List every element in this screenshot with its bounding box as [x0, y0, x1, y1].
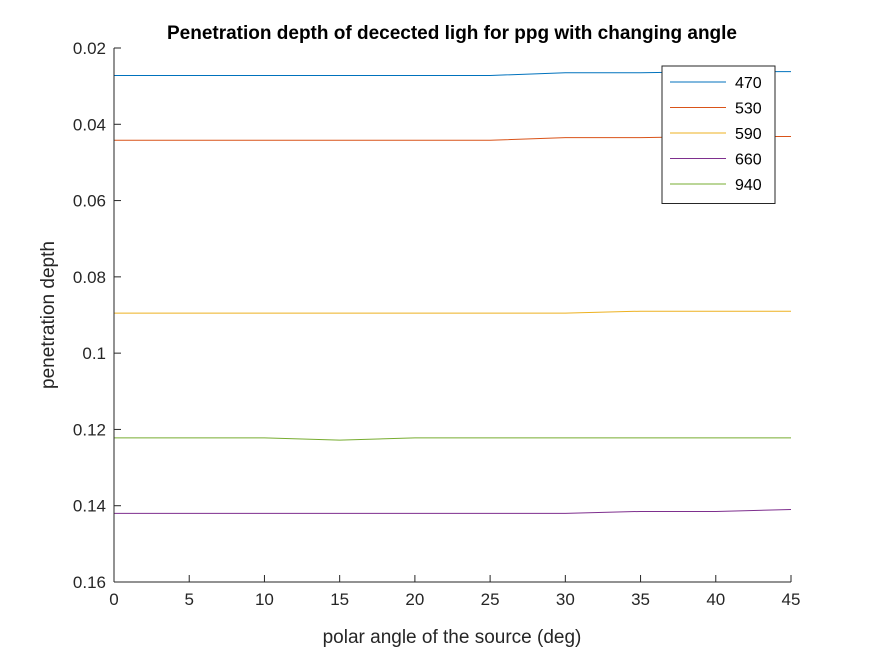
y-tick-label: 0.1	[82, 344, 106, 363]
series-line-590	[114, 310, 791, 314]
y-tick-label: 0.06	[73, 192, 106, 211]
chart-title: Penetration depth of decected ligh for p…	[167, 23, 737, 44]
x-tick-label: 15	[330, 590, 349, 609]
axes-layer	[113, 48, 791, 583]
legend-label-530: 530	[735, 101, 762, 118]
x-tick-label: 30	[556, 590, 575, 609]
series-line-940	[114, 437, 791, 441]
x-tick-label: 35	[631, 590, 650, 609]
series-line-660	[114, 509, 792, 514]
legend-label-590: 590	[735, 126, 762, 143]
y-axis-label: penetration depth	[38, 241, 59, 389]
legend-label-940: 940	[735, 177, 762, 194]
x-tick-label: 40	[706, 590, 725, 609]
y-tick-label: 0.16	[73, 573, 106, 592]
x-axis-label: polar angle of the source (deg)	[323, 627, 582, 648]
y-tick-label: 0.04	[73, 115, 106, 134]
x-tick-label: 5	[184, 590, 193, 609]
x-tick-label: 20	[405, 590, 424, 609]
x-tick-label: 10	[255, 590, 274, 609]
x-tick-label: 25	[481, 590, 500, 609]
legend-label-660: 660	[735, 152, 762, 169]
legend: 470 530 590 660 940	[661, 65, 776, 204]
y-tick-label: 0.14	[73, 497, 106, 516]
y-tick-label: 0.08	[73, 268, 106, 287]
y-tick-label: 0.12	[73, 420, 106, 439]
x-tick-label: 0	[109, 590, 118, 609]
ticks-layer: 0 5 10 15 20 25 30 35 40 45 0.02 0.04 0.06 0.08 0.1 0.1…	[73, 39, 801, 609]
y-tick-label: 0.02	[73, 39, 106, 58]
legend-box	[661, 65, 776, 204]
x-tick-label: 45	[782, 590, 801, 609]
legend-label-470: 470	[735, 75, 762, 92]
